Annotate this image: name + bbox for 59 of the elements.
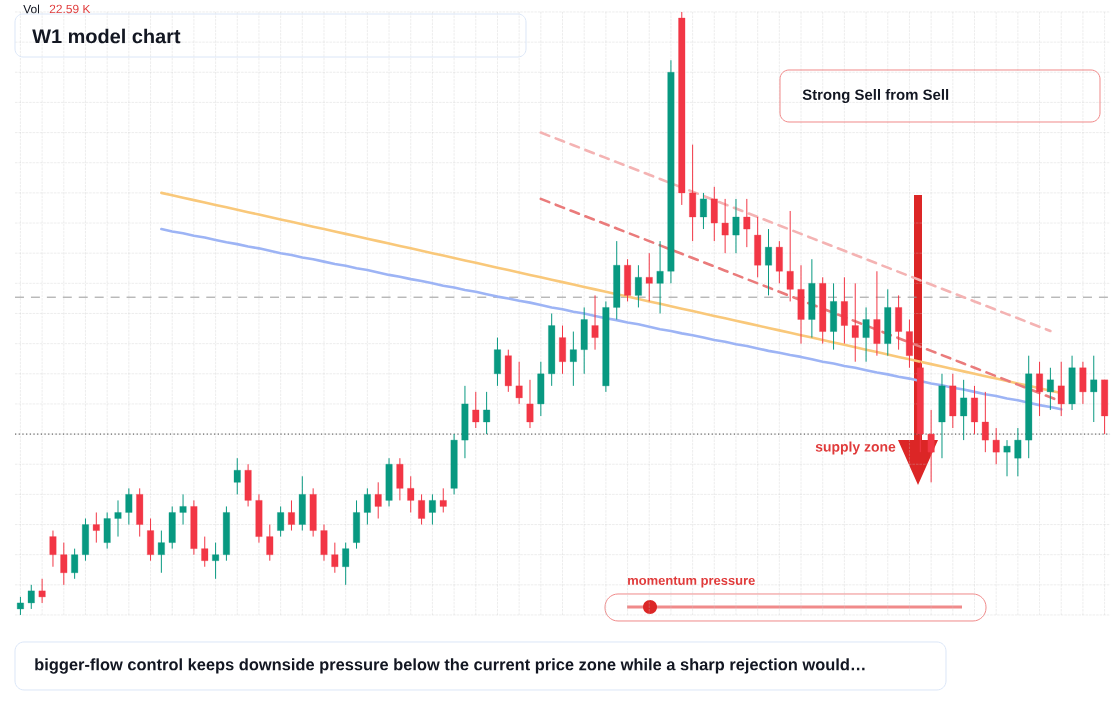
candlestick [266,524,274,562]
candlestick [1057,361,1065,417]
candlestick [515,361,523,405]
candlestick [288,499,295,532]
text: bigger-flow control keeps downside pressure below the current price zone while a sharp rejection would… [35,658,865,674]
candlestick [439,487,447,513]
candlestick [472,391,480,429]
candlestick [526,379,534,429]
candlestick [721,198,729,254]
candlestick [569,331,577,387]
candlestick [862,306,870,363]
candlestick [17,596,24,616]
candlestick [645,252,653,302]
candlestick [71,548,79,580]
candlestick [125,487,133,526]
candlestick [233,457,241,495]
annotation: momentum pressure [628,576,755,588]
candlestick [851,282,859,363]
candlestick [157,530,165,574]
candlestick [927,409,935,483]
candlestick [1014,427,1022,477]
candlestick [981,391,989,453]
candlestick [743,198,751,248]
candlestick [49,530,57,568]
candlestick [363,487,371,526]
candlestick [732,198,740,254]
candlestick [786,210,794,302]
annotation: Strong Sell from Sell [802,88,949,103]
candlestick [38,578,46,604]
candlestick [201,536,209,568]
candlestick [212,542,219,580]
candlestick [960,379,968,441]
candlestick [277,505,285,538]
candlestick [342,542,350,586]
candlestick [1036,361,1043,417]
candlestick [765,228,772,296]
candlestick [429,493,436,526]
candlestick [374,481,382,519]
candlestick [1090,355,1098,423]
candlestick [331,542,339,574]
annotation: 22.59 K [49,4,91,14]
candlestick [27,584,35,610]
candlestick [656,240,664,314]
candlestick [700,192,707,230]
candlestick [1003,439,1011,477]
candlestick [1046,367,1054,411]
annotation: supply zone [815,441,896,455]
annotation: Vol [23,4,40,14]
candlestick [418,493,425,526]
candlestick [179,493,187,526]
candlestick [407,475,415,513]
candlestick [114,499,122,538]
candlestick [591,294,599,351]
candlestick [60,542,68,586]
candlestick [483,391,491,435]
candlestick [92,511,100,544]
candlestick [635,264,642,308]
text: W1 model chart [32,28,181,44]
candlestick [992,427,1000,465]
